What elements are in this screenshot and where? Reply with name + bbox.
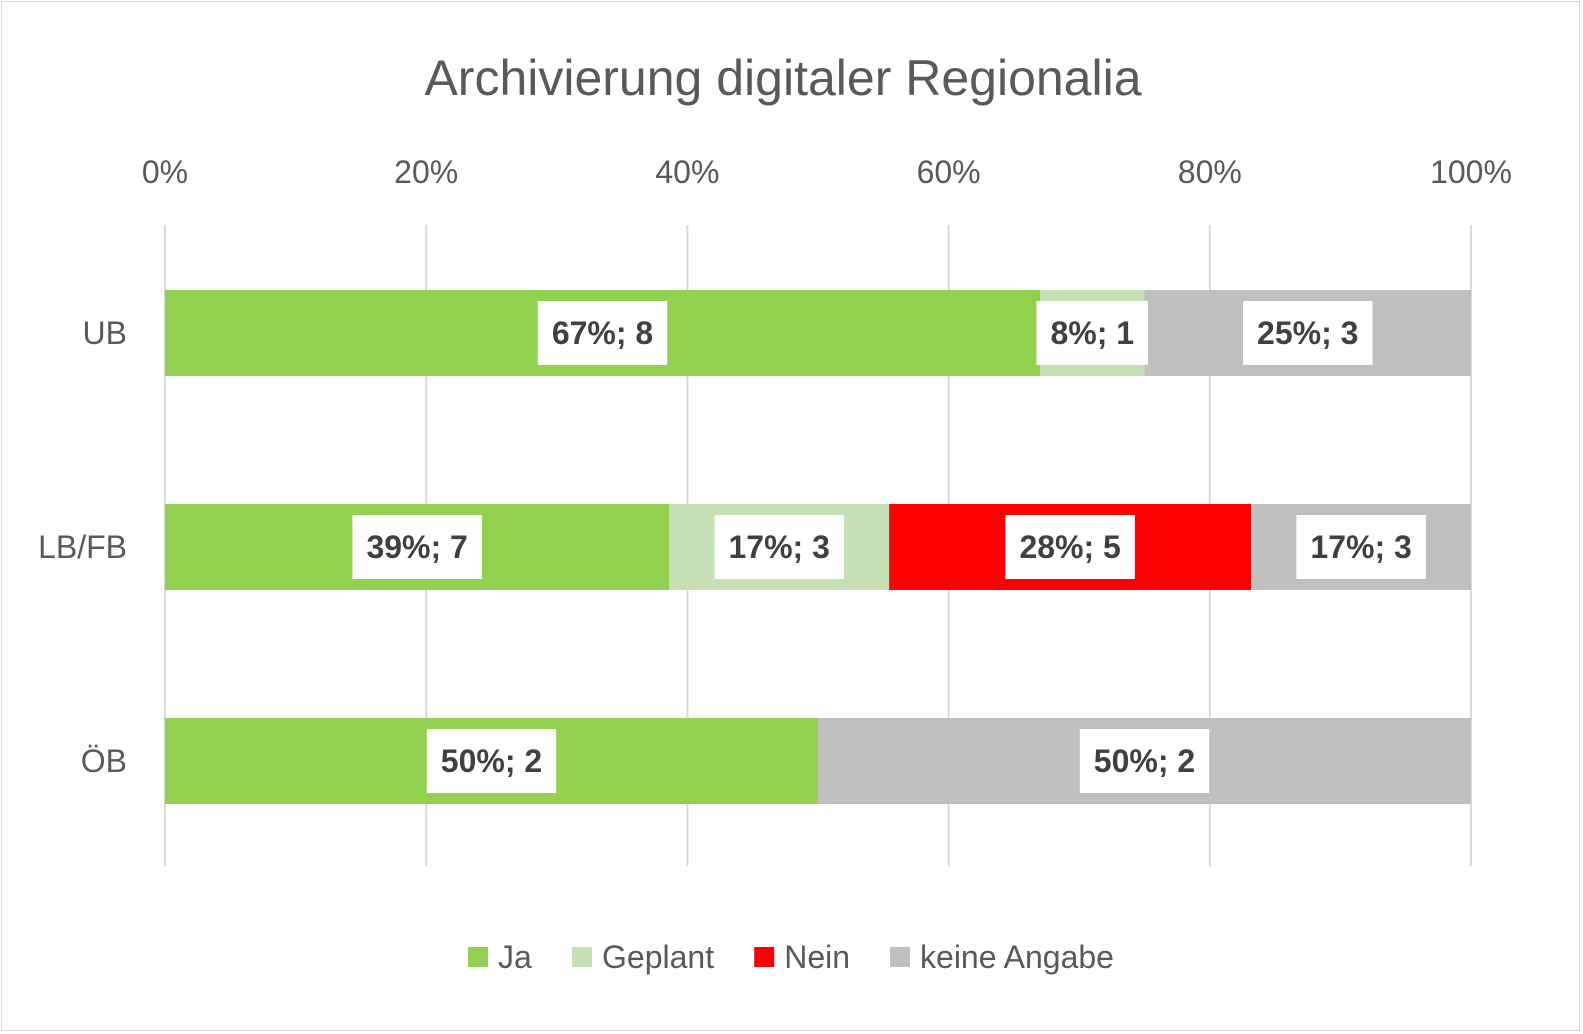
category-label: LB/FB xyxy=(38,529,127,565)
data-label-box xyxy=(1079,729,1210,793)
category-label: UB xyxy=(83,315,127,351)
data-label-text: 28%; 5 xyxy=(1019,529,1120,565)
x-tick-label: 60% xyxy=(917,154,981,190)
data-label-text: 17%; 3 xyxy=(729,529,830,565)
data-label-keine-angabe-lb-fb: 17%; 3 xyxy=(1296,515,1426,579)
data-label-text: 50%; 2 xyxy=(441,743,542,779)
data-label-box xyxy=(426,729,557,793)
data-label-keine-angabe-b: 50%; 2 xyxy=(1079,729,1210,793)
data-label-box xyxy=(714,515,844,579)
data-label-box xyxy=(1005,515,1135,579)
x-tick-label: 100% xyxy=(1430,154,1512,190)
data-label-ja-b: 50%; 2 xyxy=(426,729,557,793)
legend-swatch xyxy=(890,947,911,967)
data-label-text: 39%; 7 xyxy=(366,529,467,565)
data-label-nein-lb-fb: 28%; 5 xyxy=(1005,515,1135,579)
legend-item-geplant: Geplant xyxy=(572,939,714,975)
chart-title: Archivierung digitaler Regionalia xyxy=(424,50,1141,106)
legend-label: Geplant xyxy=(602,939,714,975)
x-tick-label: 20% xyxy=(394,154,458,190)
data-label-text: 17%; 3 xyxy=(1310,529,1411,565)
data-label-text: 25%; 3 xyxy=(1257,315,1358,351)
x-axis-ticks: 0% 20% 40% 60% 80% 100% xyxy=(142,154,1512,190)
data-label-box xyxy=(1296,515,1426,579)
legend-item-ja: Ja xyxy=(468,939,532,975)
legend-item-keine-angabe: keine Angabe xyxy=(890,939,1114,975)
legend: Ja Geplant Nein keine Angabe xyxy=(468,939,1114,975)
data-label-box xyxy=(537,301,668,365)
x-tick-label: 80% xyxy=(1178,154,1242,190)
data-label-text: 50%; 2 xyxy=(1094,743,1195,779)
legend-swatch xyxy=(572,947,593,967)
category-label: ÖB xyxy=(81,743,127,779)
data-label-box xyxy=(352,515,482,579)
data-label-ja-ub: 67%; 8 xyxy=(537,301,668,365)
data-label-keine-angabe-ub: 25%; 3 xyxy=(1243,301,1373,365)
data-label-box xyxy=(1243,301,1373,365)
data-label-ja-lb-fb: 39%; 7 xyxy=(352,515,482,579)
legend-swatch xyxy=(754,947,775,967)
legend-label: Nein xyxy=(784,939,850,975)
data-labels: 67%; 8 8%; 1 25%; 3 39%; 7 17%; 3 28%; 5 17%; … xyxy=(352,301,1426,793)
legend-item-nein: Nein xyxy=(754,939,850,975)
data-label-geplant-ub: 8%; 1 xyxy=(1036,301,1149,365)
legend-label: keine Angabe xyxy=(920,939,1114,975)
category-axis: UB LB/FB ÖB xyxy=(38,315,127,779)
data-label-box xyxy=(1036,301,1149,365)
legend-label: Ja xyxy=(498,939,532,975)
data-label-geplant-lb-fb: 17%; 3 xyxy=(714,515,844,579)
data-label-text: 8%; 1 xyxy=(1050,315,1134,351)
x-tick-label: 40% xyxy=(655,154,719,190)
data-label-text: 67%; 8 xyxy=(552,315,653,351)
legend-swatch xyxy=(468,947,489,967)
x-tick-label: 0% xyxy=(142,154,188,190)
